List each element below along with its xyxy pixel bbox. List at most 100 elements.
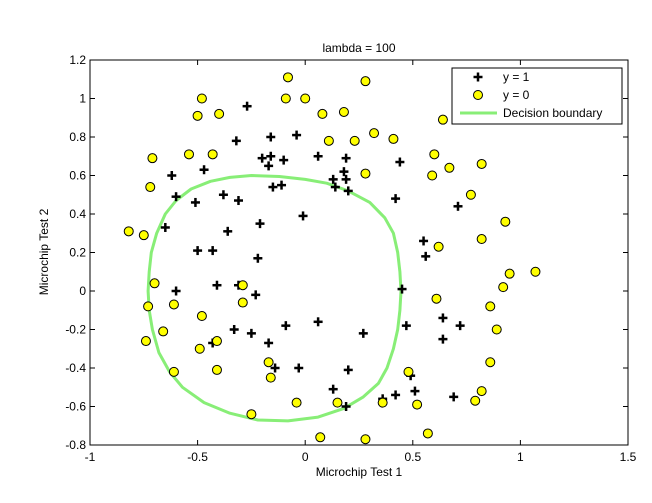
data-point-y0 bbox=[388, 133, 399, 144]
data-point-y0 bbox=[263, 357, 274, 368]
data-point-y1 bbox=[246, 328, 256, 338]
data-point-y0 bbox=[265, 372, 276, 383]
data-point-y0 bbox=[143, 301, 154, 312]
y-tick-label: 1.2 bbox=[69, 53, 86, 67]
data-point-y0 bbox=[280, 93, 291, 104]
chart-title: lambda = 100 bbox=[322, 41, 395, 55]
data-point-y0 bbox=[196, 311, 207, 322]
y-axis-label: Microchip Test 2 bbox=[37, 208, 51, 295]
data-point-y1 bbox=[438, 313, 448, 323]
data-point-y1 bbox=[266, 132, 276, 142]
decision-boundary-line bbox=[146, 174, 403, 423]
y-tick-label: -0.6 bbox=[65, 400, 86, 414]
data-point-y0 bbox=[422, 428, 433, 439]
legend-label-y1: y = 1 bbox=[503, 70, 530, 84]
data-point-y0 bbox=[377, 397, 388, 408]
data-point-y1 bbox=[328, 384, 338, 394]
data-point-y0 bbox=[444, 162, 455, 173]
data-point-y1 bbox=[167, 171, 177, 180]
data-point-y1 bbox=[231, 136, 241, 146]
x-tick-label: -0.5 bbox=[187, 450, 208, 464]
data-point-y0 bbox=[431, 293, 442, 304]
data-point-y1 bbox=[160, 222, 170, 232]
data-point-y0 bbox=[403, 366, 414, 377]
data-point-y0 bbox=[315, 432, 326, 443]
data-point-y1 bbox=[212, 280, 222, 290]
data-point-y1 bbox=[218, 190, 228, 200]
data-point-y0 bbox=[194, 343, 205, 354]
data-point-y1 bbox=[242, 101, 252, 111]
data-point-y0 bbox=[207, 149, 218, 160]
data-point-y1 bbox=[268, 182, 278, 192]
data-point-y0 bbox=[211, 336, 222, 347]
data-point-y0 bbox=[530, 266, 541, 277]
data-point-y0 bbox=[168, 299, 179, 310]
data-point-y1 bbox=[339, 167, 349, 177]
data-point-y0 bbox=[360, 434, 371, 445]
data-point-y1 bbox=[397, 284, 407, 294]
data-point-y1 bbox=[298, 211, 308, 221]
data-point-y0 bbox=[214, 108, 225, 119]
data-point-y0 bbox=[237, 280, 248, 291]
data-point-y1 bbox=[266, 151, 276, 161]
data-point-y0 bbox=[429, 149, 440, 160]
data-point-y1 bbox=[391, 194, 401, 204]
legend-circle-icon bbox=[473, 90, 483, 100]
data-point-y1 bbox=[190, 197, 200, 207]
plot-marks bbox=[123, 72, 541, 445]
data-point-y1 bbox=[171, 286, 181, 296]
data-point-y0 bbox=[500, 216, 511, 227]
data-point-y0 bbox=[317, 108, 328, 119]
data-point-y0 bbox=[211, 364, 222, 375]
data-point-y1 bbox=[438, 334, 448, 344]
data-point-y1 bbox=[410, 386, 420, 396]
data-point-y0 bbox=[476, 158, 487, 169]
data-point-y1 bbox=[294, 363, 304, 373]
y-tick-label: -0.8 bbox=[65, 438, 86, 452]
data-point-y0 bbox=[360, 76, 371, 87]
data-point-y1 bbox=[313, 317, 323, 327]
data-point-y0 bbox=[237, 297, 248, 308]
data-point-y1 bbox=[277, 180, 287, 190]
data-point-y1 bbox=[264, 161, 274, 171]
data-point-y1 bbox=[313, 151, 323, 161]
y-tick-label: 0.4 bbox=[69, 207, 86, 221]
x-tick-label: 1 bbox=[517, 450, 524, 464]
y-tick-label: -0.2 bbox=[65, 323, 86, 337]
data-point-y0 bbox=[147, 153, 158, 164]
data-point-y1 bbox=[341, 402, 351, 411]
data-point-y0 bbox=[323, 135, 334, 146]
y-tick-label: 1 bbox=[79, 92, 86, 106]
y-tick-label: 0.2 bbox=[69, 246, 86, 260]
data-point-y0 bbox=[412, 399, 423, 410]
data-point-y1 bbox=[233, 196, 243, 206]
data-point-y1 bbox=[401, 321, 411, 331]
data-point-y0 bbox=[192, 110, 203, 121]
y-tick-label: -0.4 bbox=[65, 361, 86, 375]
data-point-y0 bbox=[291, 397, 302, 408]
data-point-y0 bbox=[282, 72, 293, 83]
legend-label-boundary: Decision boundary bbox=[503, 106, 602, 120]
data-point-y1 bbox=[391, 390, 401, 400]
x-tick-label: 1.5 bbox=[620, 450, 637, 464]
x-tick-label: -1 bbox=[85, 450, 96, 464]
data-point-y1 bbox=[208, 246, 218, 256]
data-point-y0 bbox=[349, 135, 360, 146]
data-point-y1 bbox=[343, 365, 353, 375]
data-point-y1 bbox=[193, 246, 203, 256]
data-point-y0 bbox=[196, 93, 207, 104]
data-point-y0 bbox=[168, 366, 179, 377]
data-point-y0 bbox=[138, 230, 149, 241]
data-point-y1 bbox=[328, 174, 338, 184]
data-point-y1 bbox=[223, 226, 233, 236]
data-point-y1 bbox=[255, 219, 265, 229]
data-point-y1 bbox=[171, 192, 181, 202]
x-axis-label: Microchip Test 1 bbox=[316, 465, 403, 479]
legend-label-y0: y = 0 bbox=[503, 88, 530, 102]
x-tick-label: 0.5 bbox=[404, 450, 421, 464]
data-point-y1 bbox=[358, 328, 368, 338]
data-point-y0 bbox=[470, 395, 481, 406]
data-point-y1 bbox=[449, 392, 459, 402]
data-point-y1 bbox=[199, 165, 209, 175]
